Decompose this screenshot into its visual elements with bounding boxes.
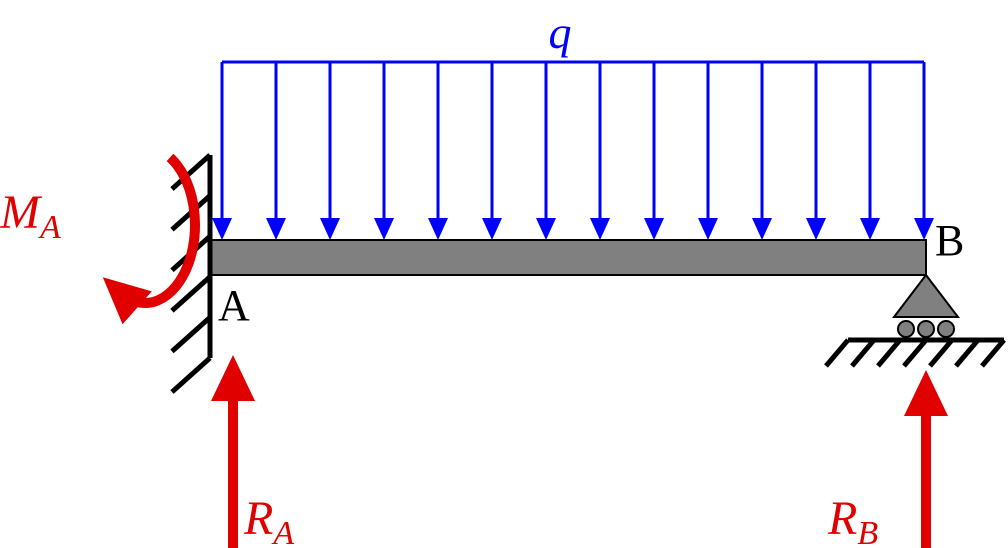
reaction-RA-label: RA [243, 492, 294, 548]
roller-support-wheel [938, 321, 954, 337]
reaction-RB-label: RB [827, 492, 878, 548]
roller-ground-hatch [904, 340, 926, 366]
roller-ground-hatch [982, 340, 1004, 366]
roller-ground-hatch [878, 340, 900, 366]
roller-support-wheel [918, 321, 934, 337]
distributed-load-label: q [549, 7, 572, 58]
distributed-load-arrowhead [266, 218, 286, 240]
fixed-support-hatch [172, 358, 210, 392]
distributed-load-arrowhead [806, 218, 826, 240]
beam [210, 240, 926, 275]
moment-MA-label: MA [0, 186, 61, 246]
roller-ground-hatch [826, 340, 848, 366]
distributed-load-arrowhead [644, 218, 664, 240]
distributed-load-arrowhead [914, 218, 934, 240]
fixed-support-hatch [172, 317, 210, 351]
distributed-load-arrowhead [320, 218, 340, 240]
distributed-load-arrowhead [374, 218, 394, 240]
distributed-load-arrowhead [860, 218, 880, 240]
distributed-load-arrowhead [212, 218, 232, 240]
roller-ground-hatch [852, 340, 874, 366]
distributed-load-arrowhead [752, 218, 772, 240]
roller-support-triangle [894, 275, 958, 317]
distributed-load-arrowhead [698, 218, 718, 240]
point-label-B: B [935, 216, 964, 265]
point-label-A: A [218, 281, 250, 330]
moment-MA-arc [120, 157, 195, 303]
distributed-load-arrowhead [536, 218, 556, 240]
roller-ground-hatch [956, 340, 978, 366]
reaction-RA-arrow-head [211, 355, 255, 401]
reaction-RB-arrow-head [904, 370, 948, 416]
distributed-load-arrowhead [482, 218, 502, 240]
roller-support-wheel [898, 321, 914, 337]
distributed-load-arrowhead [590, 218, 610, 240]
roller-ground-hatch [930, 340, 952, 366]
distributed-load-arrowhead [428, 218, 448, 240]
